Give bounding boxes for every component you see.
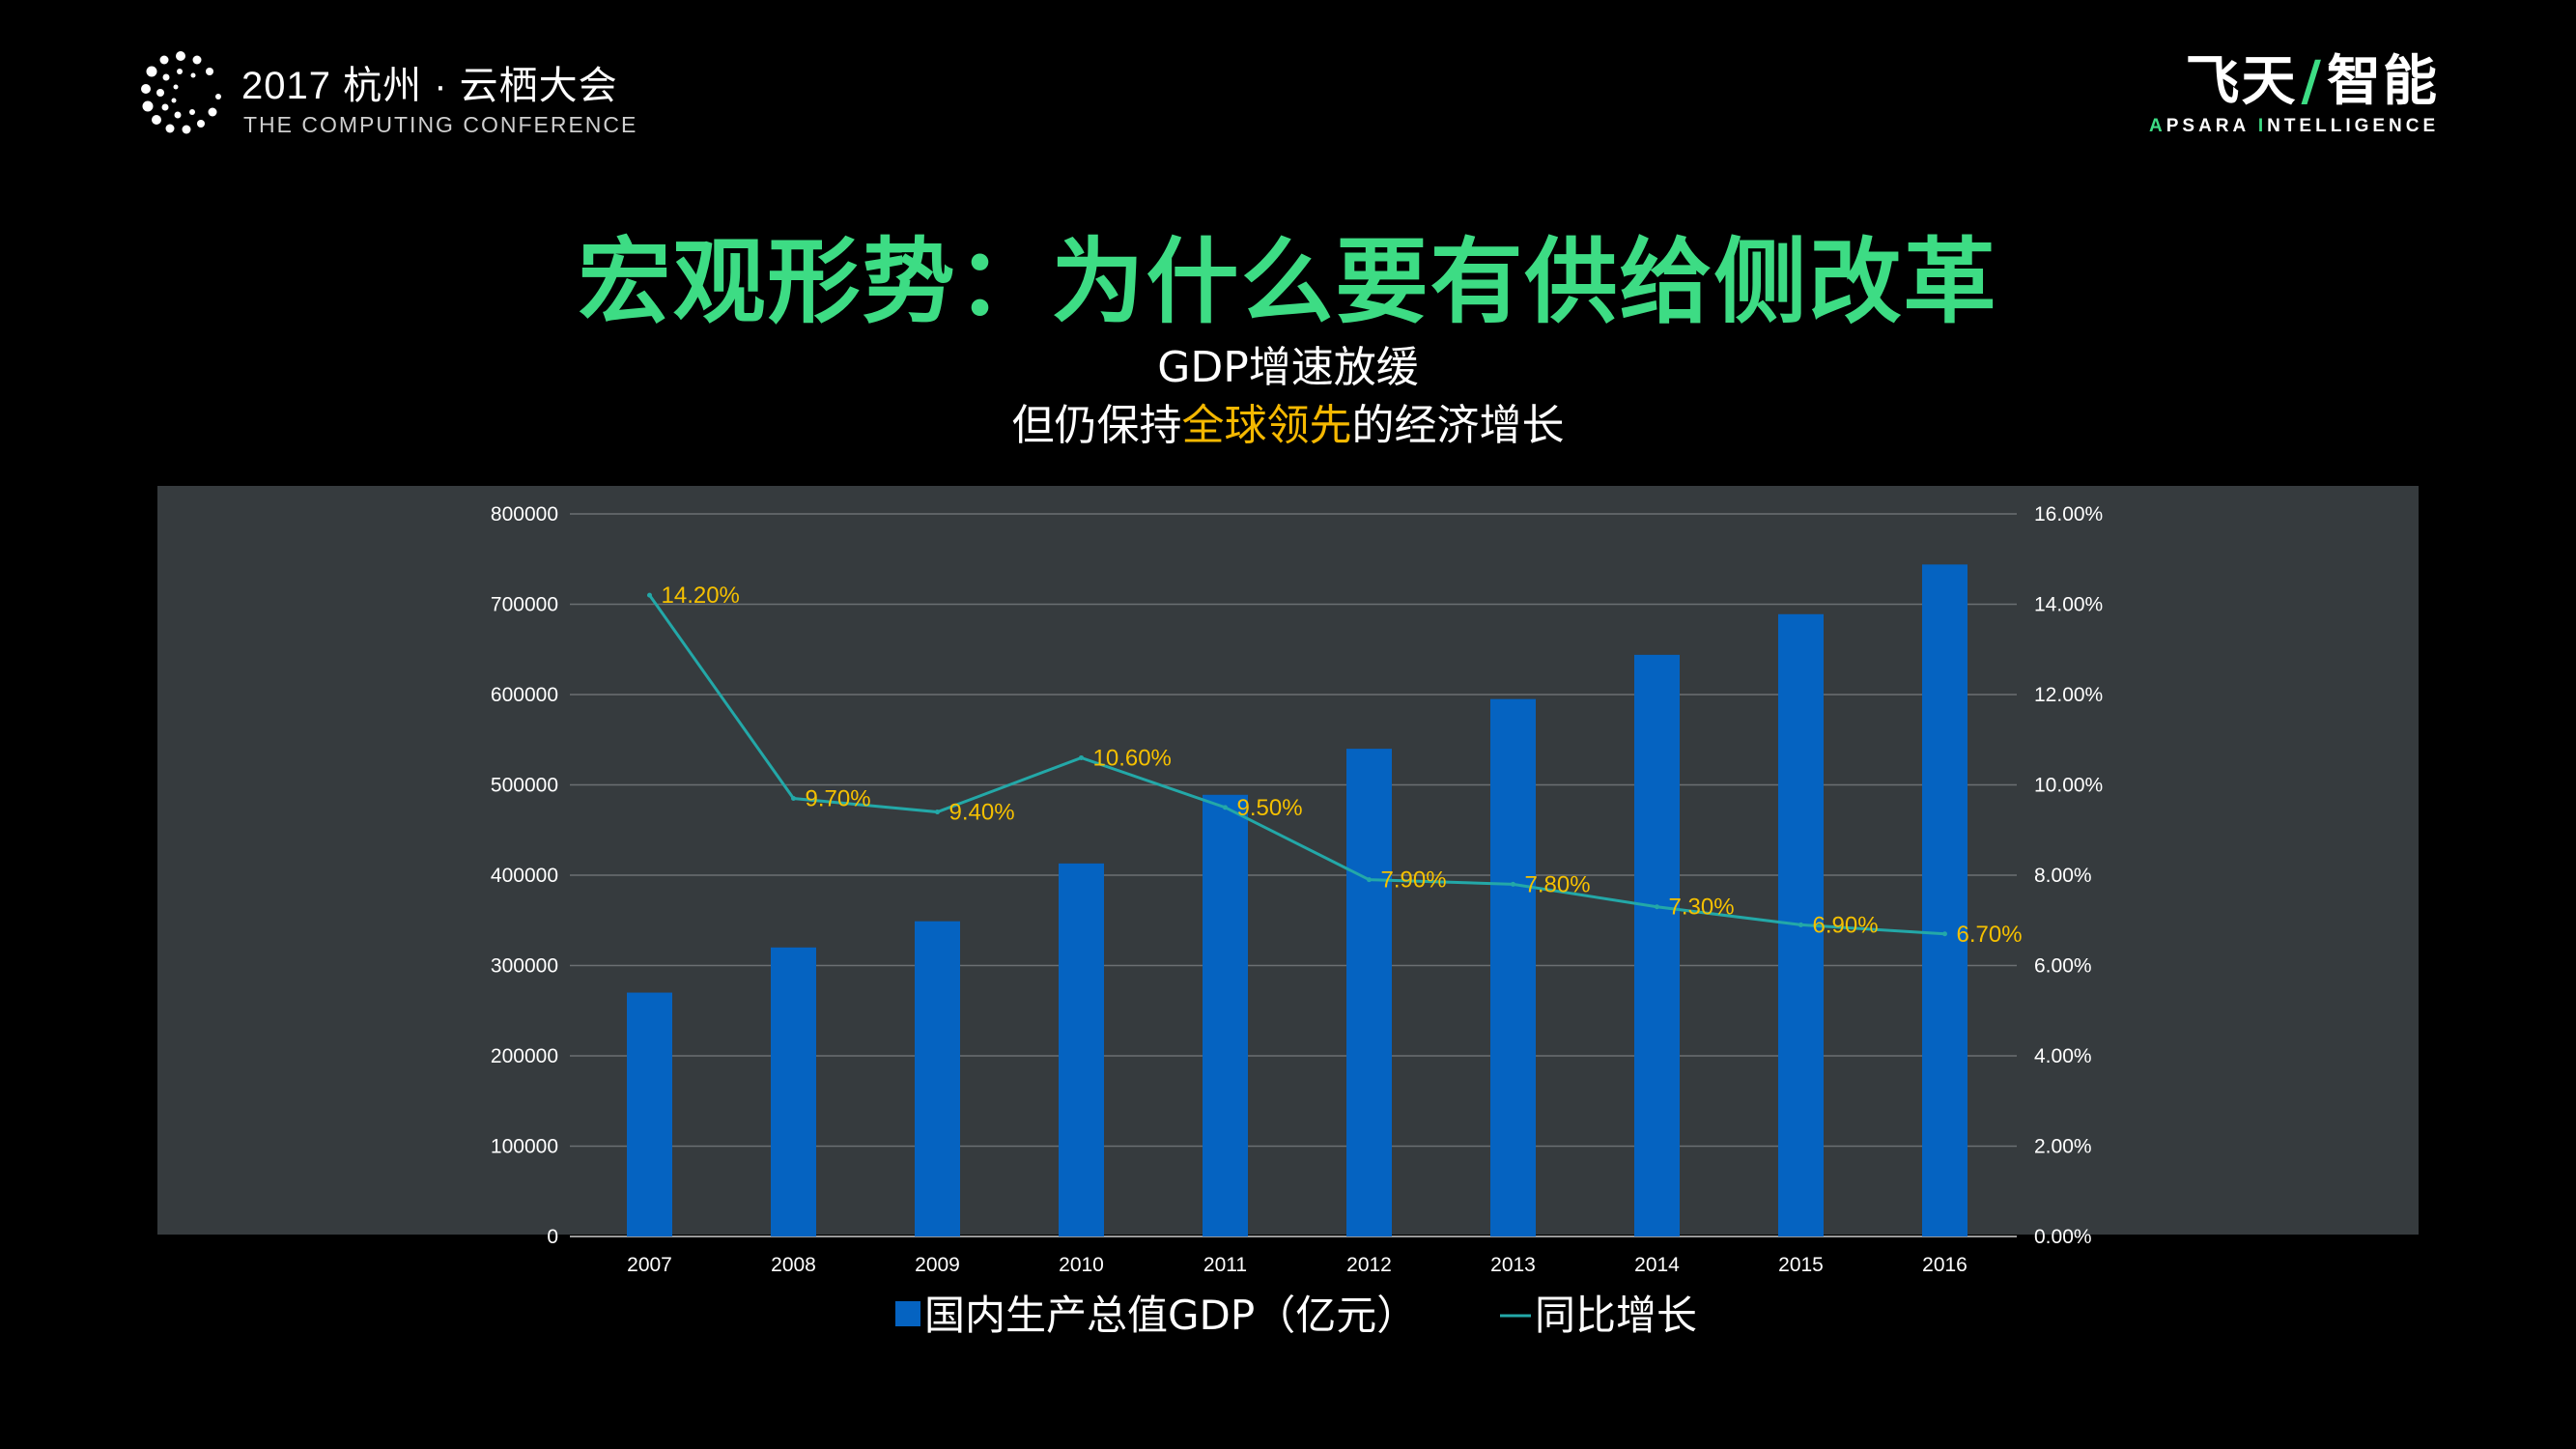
gdp-bar (771, 947, 816, 1236)
legend-bar-label: 国内生产总值GDP（亿元） (924, 1292, 1417, 1339)
x-tick-label: 2009 (915, 1254, 960, 1276)
brand-slash: / (2301, 50, 2323, 113)
y-right-tick-label: 12.00% (2034, 684, 2103, 706)
growth-point (1942, 931, 1947, 937)
x-tick-label: 2008 (771, 1254, 816, 1276)
cloud-dots-icon (141, 51, 221, 134)
brand-en: APSARA INTELLIGENCE (2149, 116, 2439, 137)
slide-subtitle-line1: GDP增速放缓 (1157, 343, 1419, 392)
subtitle-line2-highlight: 全球领先 (1181, 401, 1352, 450)
growth-data-label: 6.90% (1813, 912, 1879, 938)
x-tick-label: 2016 (1922, 1254, 1967, 1276)
brand-en-initial-a: A (2149, 116, 2166, 136)
y-right-tick-label: 2.00% (2034, 1136, 2092, 1158)
growth-point (1511, 881, 1515, 887)
y-left-tick-label: 500000 (491, 775, 558, 797)
y-right-tick-label: 10.00% (2034, 775, 2103, 797)
plot-area (157, 486, 2419, 1235)
slide-subtitle-line2: 但仍保持全球领先的经济增长 (0, 390, 2576, 452)
y-left-tick-label: 600000 (491, 684, 558, 706)
growth-point (1223, 805, 1228, 810)
growth-data-label: 14.20% (662, 582, 740, 609)
legend: 国内生产总值GDP（亿元） 同比增长 (895, 1292, 1697, 1339)
gdp-bar (627, 992, 672, 1236)
growth-point (791, 796, 796, 802)
growth-point (1079, 754, 1084, 760)
growth-data-label: 7.90% (1381, 867, 1447, 894)
growth-data-label: 9.40% (949, 800, 1015, 826)
y-left-tick-label: 200000 (491, 1045, 558, 1067)
y-left-tick-label: 400000 (491, 865, 558, 887)
growth-point (1655, 904, 1659, 910)
y-left-tick-label: 100000 (491, 1136, 558, 1158)
brand-en-rest-b: NTELLIGENCE (2267, 116, 2440, 136)
y-right-tick-label: 4.00% (2034, 1045, 2092, 1067)
x-tick-label: 2007 (627, 1254, 672, 1276)
x-tick-label: 2014 (1634, 1254, 1680, 1276)
growth-data-label: 7.30% (1669, 895, 1735, 921)
bar-series (627, 564, 1967, 1236)
x-tick-label: 2013 (1490, 1254, 1536, 1276)
legend-bar-swatch (895, 1301, 920, 1326)
growth-data-label: 6.70% (1957, 922, 2023, 948)
y-right-tick-label: 14.00% (2034, 594, 2103, 616)
growth-data-label: 7.80% (1525, 871, 1591, 897)
gdp-bar (1922, 564, 1967, 1236)
growth-data-label: 9.70% (806, 786, 871, 812)
conference-logo: 2017 杭州 · 云栖大会 THE COMPUTING CONFERENCE (137, 48, 639, 145)
gdp-bar (1490, 698, 1536, 1236)
brand-cn-a: 飞天 (2185, 50, 2298, 113)
legend-line-label: 同比增长 (1535, 1292, 1697, 1339)
subtitle-line2-post: 的经济增长 (1351, 401, 1565, 450)
growth-data-label: 10.60% (1093, 745, 1172, 771)
y-right-tick-label: 6.00% (2034, 955, 2092, 978)
growth-point (647, 592, 652, 598)
y-right-tick-label: 0.00% (2034, 1226, 2092, 1248)
y-right-tick-label: 8.00% (2034, 865, 2092, 887)
gdp-bar (1346, 749, 1392, 1236)
conference-subtitle: THE COMPUTING CONFERENCE (243, 112, 638, 137)
conference-title: 2017 杭州 · 云栖大会 (241, 65, 618, 107)
x-tick-label: 2015 (1778, 1254, 1824, 1276)
brand-en-rest-a: PSARA (2166, 116, 2258, 136)
data-labels: 14.20% 9.70% 9.40% 10.60% 9.50% 7.90% 7.80% 7.3… (662, 582, 2023, 948)
gdp-bar (1059, 863, 1104, 1236)
brand-en-initial-b: I (2257, 116, 2268, 136)
growth-point (1798, 922, 1803, 927)
growth-line (648, 594, 1945, 936)
gdp-bar (915, 921, 960, 1236)
growth-data-label: 9.50% (1237, 795, 1303, 821)
growth-point (935, 810, 940, 815)
x-tick-label: 2011 (1203, 1254, 1247, 1276)
line-series (647, 592, 1947, 937)
brand-cn-b: 智能 (2327, 50, 2439, 113)
axes: 0 0.00% 100000 2.00% 200000 4.00% 300000 6.00% 4… (491, 503, 2103, 1276)
subtitle-line2-pre: 但仍保持 (1011, 401, 1182, 450)
y-left-tick-label: 0 (547, 1226, 558, 1248)
y-left-tick-label: 800000 (491, 503, 558, 526)
y-left-tick-label: 300000 (491, 955, 558, 978)
brand-cn: 飞天/智能 (2149, 50, 2439, 114)
slide-title: 宏观形势：为什么要有供给侧改革 (578, 228, 1998, 336)
gdp-bar (1634, 654, 1680, 1236)
y-right-tick-label: 16.00% (2034, 503, 2103, 526)
growth-point (1367, 877, 1372, 883)
gdp-bar (1203, 794, 1248, 1236)
brand-logo: 飞天/智能 APSARA INTELLIGENCE (2149, 50, 2439, 147)
x-tick-label: 2010 (1059, 1254, 1104, 1276)
y-left-tick-label: 700000 (491, 594, 558, 616)
x-tick-label: 2012 (1346, 1254, 1392, 1276)
